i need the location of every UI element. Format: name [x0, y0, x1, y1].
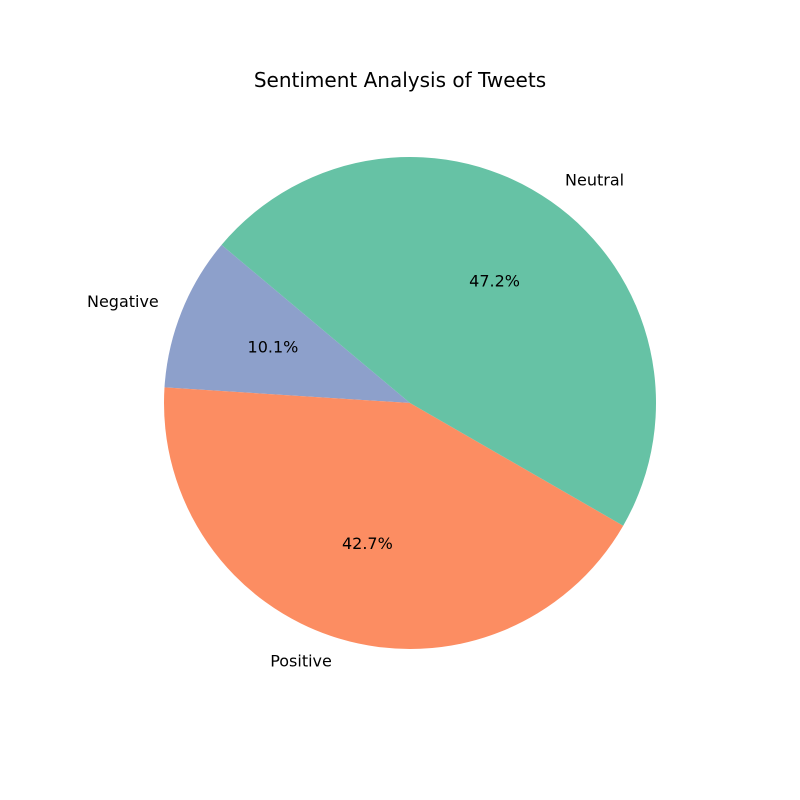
pct-label-positive: 42.7% [342, 534, 393, 553]
slice-label-positive: Positive [270, 652, 332, 671]
pie-labels: Negative 10.1% Positive 42.7% Neutral 47.2% [87, 171, 624, 671]
chart-title: Sentiment Analysis of Tweets [253, 68, 547, 92]
pie-slice-neutral [221, 157, 656, 526]
pct-label-neutral: 47.2% [469, 272, 520, 291]
pct-label-negative: 10.1% [248, 338, 299, 357]
pie-slice-positive [164, 387, 624, 649]
slice-label-neutral: Neutral [565, 171, 624, 190]
pie-slice-negative [164, 244, 410, 403]
slice-label-negative: Negative [87, 292, 159, 311]
pie-slices [164, 157, 656, 649]
